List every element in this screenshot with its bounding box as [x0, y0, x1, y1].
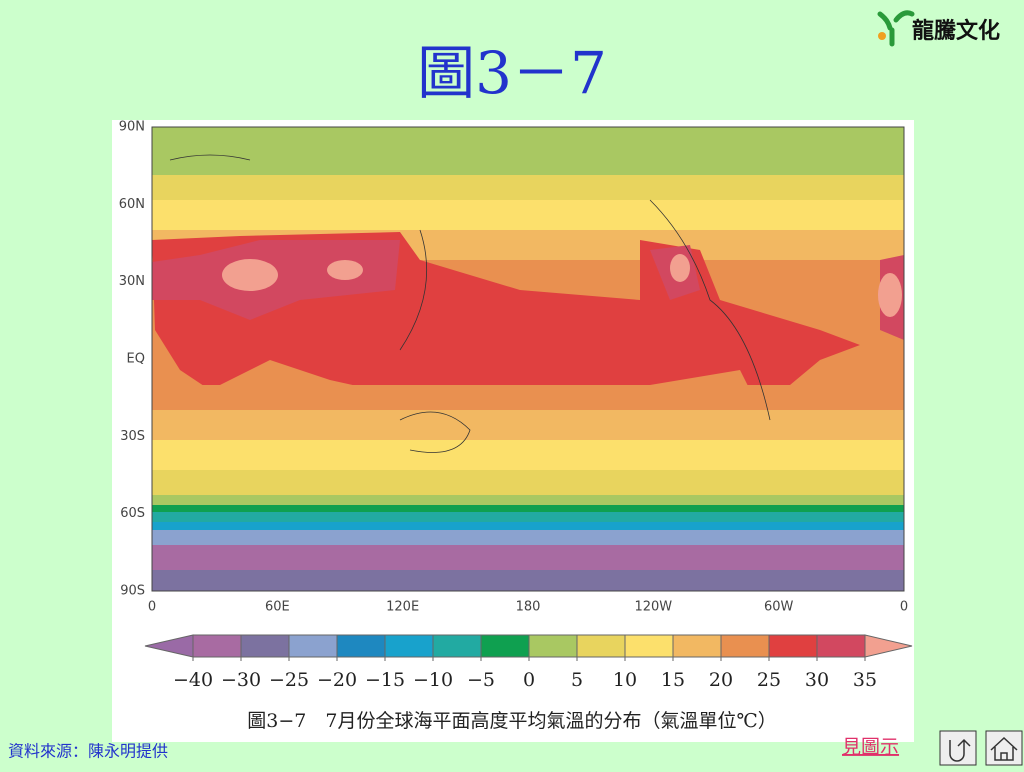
colorbar-segment — [624, 634, 674, 658]
colorbar-segment — [336, 634, 386, 658]
colorbar-segment — [672, 634, 722, 658]
colorbar-label: −20 — [317, 669, 357, 691]
latitude-label: 30S — [120, 429, 145, 444]
latitude-label: 60N — [119, 197, 145, 212]
back-button[interactable] — [939, 730, 977, 766]
colorbar-segment — [288, 634, 338, 658]
colorbar-segment — [528, 634, 578, 658]
colorbar-label: 20 — [709, 669, 733, 691]
longitude-label: 60E — [265, 600, 290, 615]
colorbar-label: −10 — [413, 669, 453, 691]
slide-title: 圖3－7 — [417, 39, 607, 107]
longitude-label: 0 — [148, 600, 156, 615]
colorbar-label: 0 — [523, 669, 535, 691]
latitude-label: 90S — [120, 584, 145, 599]
longitude-label: 180 — [516, 600, 541, 615]
colorbar-segment — [192, 634, 242, 658]
longitude-label: 120W — [634, 600, 672, 615]
source-note: 資料來源：陳永明提供 — [8, 742, 168, 761]
latitude-label: 90N — [119, 120, 145, 135]
logo-text: 龍騰文化 — [912, 18, 1000, 44]
latitude-label: 60S — [120, 506, 145, 521]
colorbar-label: −30 — [221, 669, 261, 691]
colorbar-segment — [576, 634, 626, 658]
longitude-label: 60W — [764, 600, 794, 615]
longitude-label: 0 — [900, 600, 908, 615]
temperature-map — [151, 126, 905, 592]
colorbar-segment — [816, 634, 866, 658]
colorbar-segment — [384, 634, 434, 658]
latitude-label: 30N — [119, 274, 145, 289]
home-button[interactable] — [985, 730, 1023, 766]
colorbar: −40 −30 −25 −20 −15 −10 −5 0 5 10 15 20 25 30 35 — [144, 634, 913, 691]
colorbar-high-arrow — [864, 634, 913, 658]
colorbar-segment — [480, 634, 530, 658]
colorbar-label: −40 — [173, 669, 213, 691]
logo: 龍騰文化 — [877, 10, 1000, 47]
colorbar-label: 30 — [805, 669, 829, 691]
colorbar-segment — [768, 634, 818, 658]
colorbar-label: −5 — [467, 669, 495, 691]
colorbar-label: −25 — [269, 669, 309, 691]
colorbar-label: 35 — [853, 669, 877, 691]
colorbar-label: 25 — [757, 669, 781, 691]
colorbar-segment — [720, 634, 770, 658]
colorbar-segment — [432, 634, 482, 658]
colorbar-label: −15 — [365, 669, 405, 691]
colorbar-label: 10 — [613, 669, 637, 691]
colorbar-segment — [240, 634, 290, 658]
see-figure-link[interactable]: 見圖示 — [842, 736, 899, 758]
colorbar-label: 5 — [571, 669, 583, 691]
latitude-label: EQ — [127, 352, 145, 367]
colorbar-label: 15 — [661, 669, 685, 691]
figure-caption: 圖3−7 7月份全球海平面高度平均氣溫的分布（氣溫單位℃） — [247, 710, 776, 732]
longitude-label: 120E — [386, 600, 419, 615]
